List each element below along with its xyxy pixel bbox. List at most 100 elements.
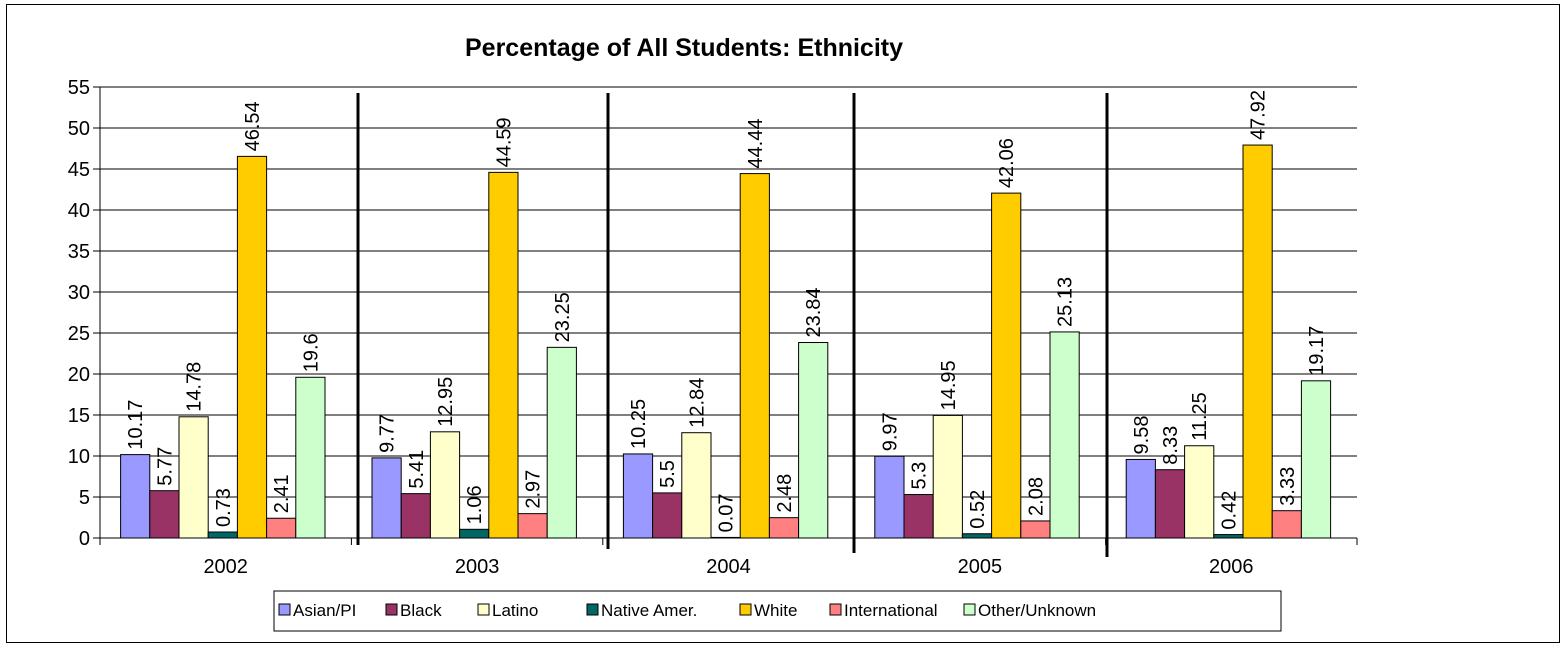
bar	[1213, 534, 1244, 539]
data-label: 9.58	[1131, 416, 1153, 455]
bar	[652, 492, 683, 539]
chart-title: Percentage of All Students: Ethnicity	[465, 34, 903, 62]
data-label: 1.06	[464, 485, 486, 524]
legend-box	[273, 590, 1282, 632]
legend-swatch	[829, 603, 842, 616]
data-label: 46.54	[242, 101, 264, 151]
bar	[622, 453, 654, 539]
legend-label: Other/Unknown	[978, 601, 1096, 620]
year-separators	[356, 93, 1109, 557]
data-label: 42.06	[996, 138, 1018, 188]
bar	[768, 517, 800, 539]
data-labels: 10.17 9.77 10.25 9.97 9.58 5.77 5.41 5.5 5.3 8.33…	[125, 90, 1328, 532]
axes: 0 5 10 15 20 25 30 35 40 45 50 55 2002 2003 2004 2005 20…	[68, 77, 1358, 578]
bar	[295, 376, 326, 539]
legend-label: Asian/PI	[293, 601, 356, 620]
x-tick-label: 2004	[706, 556, 751, 578]
data-label: 2.48	[774, 474, 796, 513]
legend: Asian/PI Black Latino Native Amer. White Inte…	[273, 590, 1282, 632]
bar	[1300, 380, 1332, 539]
legend-label: Native Amer.	[601, 601, 697, 620]
bar	[1125, 458, 1156, 539]
bar	[739, 173, 770, 539]
legend-swatch	[586, 603, 599, 616]
y-tick-label: 25	[68, 323, 90, 345]
bar	[1271, 510, 1302, 539]
data-label: 2.97	[523, 470, 545, 509]
data-label: 5.77	[154, 447, 176, 486]
legend-swatch	[739, 603, 752, 616]
data-label: 47.92	[1248, 90, 1270, 140]
bar	[149, 490, 180, 539]
data-label: 9.97	[879, 412, 901, 451]
y-tick-label: 20	[68, 364, 90, 386]
data-label: 23.84	[803, 287, 825, 337]
legend-label: Black	[400, 601, 442, 620]
bar	[178, 416, 209, 539]
chart-frame: Percentage of All Students: Ethnicity 0 5…	[6, 4, 1560, 643]
bar	[371, 457, 402, 539]
y-tick-label: 45	[68, 159, 90, 181]
bar	[207, 531, 238, 539]
bar	[400, 493, 431, 539]
data-label: 14.95	[938, 360, 960, 410]
data-label: 12.95	[435, 377, 457, 427]
bars	[120, 144, 1332, 539]
bar	[488, 171, 519, 539]
bar	[1184, 445, 1215, 539]
legend-label: International	[844, 601, 938, 620]
y-tick-label: 55	[68, 77, 90, 99]
legend-swatch	[963, 603, 976, 616]
y-tick-label: 35	[68, 241, 90, 263]
data-label: 19.17	[1306, 326, 1328, 376]
bar	[1242, 144, 1273, 539]
x-tick-label: 2003	[455, 556, 500, 578]
data-label: 2.08	[1025, 477, 1047, 516]
data-label: 23.25	[552, 292, 574, 342]
bar	[1049, 331, 1080, 539]
bar	[681, 432, 712, 539]
x-tick-label: 2006	[1209, 556, 1254, 578]
data-label: 3.33	[1277, 467, 1299, 506]
bar	[266, 517, 297, 539]
data-label: 5.3	[909, 462, 931, 490]
y-tick-label: 5	[79, 487, 90, 509]
bar	[546, 346, 577, 539]
data-label: 5.5	[657, 460, 679, 488]
data-label: 14.78	[184, 362, 206, 412]
y-tick-label: 50	[68, 118, 90, 140]
legend-label: White	[754, 601, 797, 620]
bar	[459, 528, 490, 539]
bar	[798, 342, 829, 539]
bar	[1154, 469, 1186, 539]
data-label: 44.44	[745, 119, 767, 169]
bar	[874, 455, 905, 539]
data-label: 10.17	[125, 400, 147, 450]
x-tick-label: 2002	[203, 556, 248, 578]
x-tick-label: 2005	[958, 556, 1003, 578]
legend-swatch	[477, 603, 490, 616]
data-label: 8.33	[1160, 426, 1182, 465]
bar	[1020, 520, 1051, 539]
legend-label: Latino	[492, 601, 538, 620]
data-label: 19.6	[300, 333, 322, 372]
y-tick-label: 0	[79, 528, 90, 550]
data-label: 10.25	[628, 399, 650, 449]
bar	[991, 192, 1022, 539]
bar	[961, 533, 993, 539]
y-tick-label: 30	[68, 282, 90, 304]
chart-svg: Percentage of All Students: Ethnicity 0 5…	[68, 34, 1358, 632]
data-label: 0.73	[213, 488, 235, 527]
data-label: 9.77	[377, 414, 399, 453]
y-tick-label: 15	[68, 405, 90, 427]
data-label: 44.59	[493, 117, 515, 167]
data-label: 25.13	[1055, 277, 1077, 327]
y-tick-label: 40	[68, 200, 90, 222]
bar	[903, 494, 934, 539]
bar	[932, 414, 963, 539]
bar	[517, 513, 548, 539]
data-label: 2.41	[271, 474, 293, 513]
legend-swatch	[385, 603, 398, 616]
y-tick-label: 10	[68, 446, 90, 468]
data-label: 11.25	[1189, 392, 1211, 441]
